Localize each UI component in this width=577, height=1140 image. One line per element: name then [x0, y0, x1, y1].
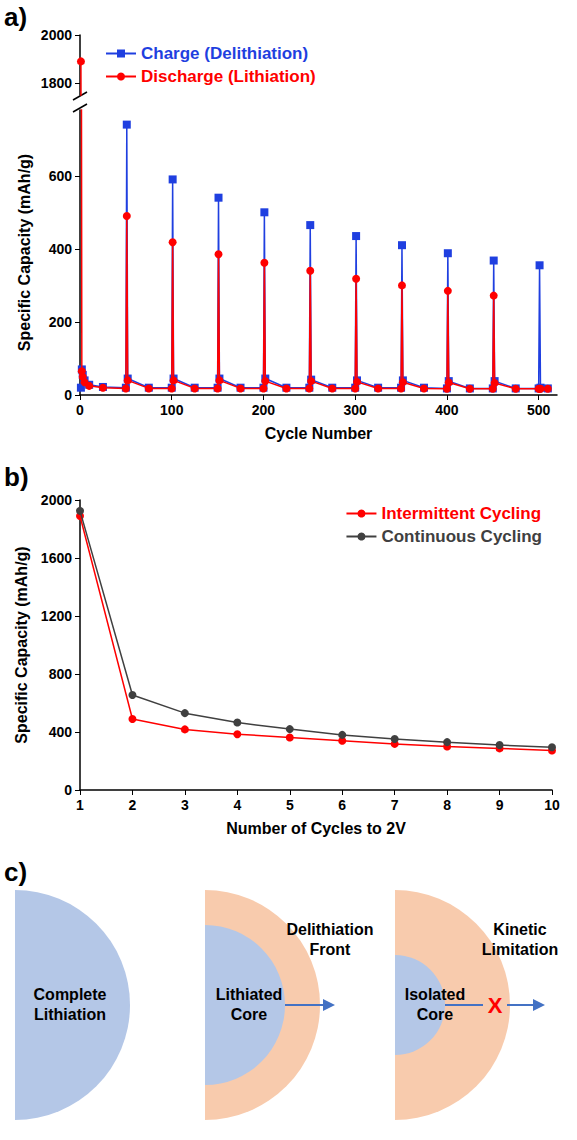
svg-text:0: 0	[64, 387, 72, 403]
svg-text:200: 200	[49, 314, 73, 330]
svg-text:1600: 1600	[41, 550, 72, 566]
svg-text:400: 400	[49, 241, 73, 257]
svg-text:800: 800	[49, 666, 73, 682]
svg-text:100: 100	[160, 402, 184, 418]
svg-text:9: 9	[496, 797, 504, 813]
svg-text:DelithiationFront: DelithiationFront	[286, 921, 373, 957]
svg-text:8: 8	[443, 797, 451, 813]
svg-text:3: 3	[181, 797, 189, 813]
svg-text:400: 400	[435, 402, 459, 418]
svg-text:2: 2	[129, 797, 137, 813]
svg-text:600: 600	[49, 168, 73, 184]
svg-text:KineticLimitation: KineticLimitation	[482, 921, 558, 957]
svg-text:X: X	[488, 993, 503, 1018]
svg-text:300: 300	[344, 402, 368, 418]
html-text:Isolated: Isolated	[404, 986, 466, 1004]
svg-text:5: 5	[286, 797, 294, 813]
svg-text:7: 7	[391, 797, 399, 813]
svg-text:1800: 1800	[41, 75, 72, 91]
svg-text:Number of Cycles to 2V: Number of Cycles to 2V	[226, 820, 406, 837]
svg-text:CompleteLithiation: CompleteLithiation	[34, 986, 107, 1022]
svg-text:4: 4	[233, 797, 241, 813]
svg-text:2000: 2000	[41, 27, 72, 43]
svg-text:LithiatedCore: LithiatedCore	[216, 986, 283, 1022]
svg-text:Specific Capacity (mAh/g): Specific Capacity (mAh/g)	[13, 546, 30, 743]
svg-text:Discharge (Lithiation): Discharge (Lithiation)	[141, 67, 316, 86]
svg-text:200: 200	[252, 402, 276, 418]
svg-text:0: 0	[64, 782, 72, 798]
svg-text:10: 10	[544, 797, 560, 813]
svg-text:Continuous Cycling: Continuous Cycling	[381, 527, 542, 546]
html-text:a): a)	[4, 2, 28, 32]
svg-text:1: 1	[76, 797, 84, 813]
svg-text:500: 500	[527, 402, 551, 418]
svg-text:Charge (Delithiation): Charge (Delithiation)	[141, 44, 308, 63]
svg-text:0: 0	[76, 402, 84, 418]
svg-text:2000: 2000	[41, 492, 72, 508]
svg-text:Intermittent Cycling: Intermittent Cycling	[381, 504, 541, 523]
html-text:b): b)	[4, 462, 29, 492]
html-text:Core: Core	[416, 1005, 454, 1023]
svg-text:Specific Capacity (mAh/g): Specific Capacity (mAh/g)	[16, 154, 33, 351]
svg-text:1200: 1200	[41, 608, 72, 624]
svg-text:6: 6	[338, 797, 346, 813]
svg-text:c): c)	[4, 857, 27, 887]
svg-text:Cycle Number: Cycle Number	[265, 425, 373, 442]
svg-text:400: 400	[49, 724, 73, 740]
